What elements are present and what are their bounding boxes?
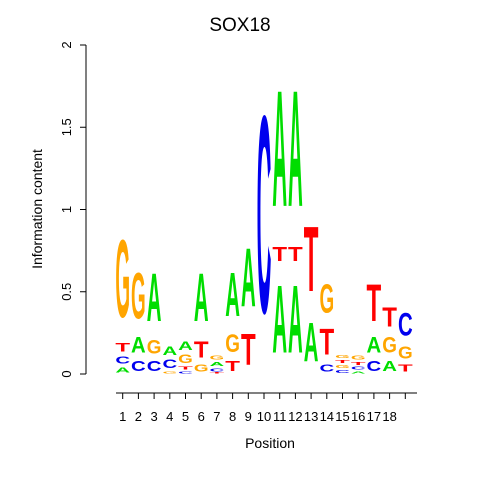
y-tick-label: 1 bbox=[59, 206, 74, 213]
logo-letter-t: T bbox=[367, 274, 382, 333]
logo-letter-g: G bbox=[351, 354, 366, 361]
logo-letter-a: A bbox=[351, 371, 366, 374]
logo-letter-t: T bbox=[272, 243, 287, 266]
x-tick-label: 4 bbox=[166, 409, 173, 424]
logo-letter-a: A bbox=[288, 57, 303, 242]
logo-letter-c: C bbox=[115, 355, 130, 366]
logo-letter-a: A bbox=[115, 366, 130, 374]
logo-letter-t: T bbox=[288, 243, 303, 266]
logo-letter-t: T bbox=[210, 372, 226, 374]
logo-letter-g: G bbox=[178, 353, 193, 366]
logo-letter-a: A bbox=[131, 334, 146, 358]
x-tick-label: 17 bbox=[367, 409, 381, 424]
x-tick-label: 16 bbox=[351, 409, 365, 424]
y-tick-label: 1.5 bbox=[59, 118, 74, 136]
x-tick-label: 15 bbox=[335, 409, 349, 424]
logo-letter-t: T bbox=[351, 361, 366, 366]
logo-letter-t: T bbox=[194, 337, 209, 364]
x-tick-label: 12 bbox=[288, 409, 302, 424]
x-tick-label: 14 bbox=[320, 409, 334, 424]
logo-letter-g: G bbox=[335, 354, 350, 359]
y-tick-label: 0 bbox=[59, 370, 74, 377]
y-axis-label: Information content bbox=[29, 149, 45, 269]
y-tick-label: 2 bbox=[59, 41, 74, 48]
logo-letter-c: C bbox=[178, 371, 193, 374]
logo-letter-c: C bbox=[319, 363, 334, 374]
logo-letter-a: A bbox=[288, 265, 303, 373]
logo-letter-g: G bbox=[335, 364, 350, 369]
logo-letter-g: G bbox=[225, 330, 240, 358]
logo-letter-a: A bbox=[194, 259, 209, 336]
logo-letter-g: G bbox=[210, 354, 225, 361]
y-tick-label: 0.5 bbox=[59, 283, 74, 301]
x-tick-label: 5 bbox=[182, 409, 189, 424]
logo-letter-g: G bbox=[147, 337, 162, 358]
logo-letter-t: T bbox=[241, 325, 256, 375]
logo-letter-g: G bbox=[398, 342, 413, 362]
x-tick-label: 6 bbox=[198, 409, 205, 424]
logo-letter-c: C bbox=[147, 358, 162, 375]
logo-letter-a: A bbox=[382, 358, 397, 375]
logo-letter-t: T bbox=[225, 358, 240, 374]
logo-letter-t: T bbox=[115, 342, 130, 355]
x-tick-label: 10 bbox=[257, 409, 271, 424]
logo-letter-t: T bbox=[398, 362, 414, 374]
logo-letter-t: T bbox=[319, 321, 334, 362]
logo-letter-a: A bbox=[241, 231, 256, 324]
logo-letter-g: G bbox=[131, 260, 146, 333]
x-axis: 1 2 3 4 5 6 7 8 9 10 11 12 13 14 15 16 17 18 bbox=[116, 392, 417, 424]
x-tick-label: 2 bbox=[135, 409, 142, 424]
x-tick-label: 18 bbox=[382, 409, 396, 424]
logo-letter-t: T bbox=[178, 366, 193, 371]
logo-letter-t: T bbox=[335, 359, 350, 364]
logo-letter-c: C bbox=[351, 366, 366, 371]
logo-letter-a: A bbox=[178, 339, 193, 352]
logo-letter-c: C bbox=[210, 368, 225, 373]
logo-letter-c: C bbox=[335, 369, 350, 374]
logo-letter-g: G bbox=[194, 363, 209, 374]
x-tick-label: 11 bbox=[273, 409, 287, 424]
x-tick-label: 3 bbox=[150, 409, 157, 424]
logo-letter-t: T bbox=[382, 301, 397, 333]
x-tick-label: 13 bbox=[304, 409, 318, 424]
chart-title: SOX18 bbox=[209, 15, 270, 36]
logo-letter-a: A bbox=[304, 311, 319, 373]
x-axis-label: Position bbox=[245, 435, 295, 451]
logo-letter-t: T bbox=[304, 209, 319, 312]
logo-letter-c: C bbox=[367, 358, 382, 375]
x-tick-label: 9 bbox=[245, 409, 252, 424]
logo-letter-a: A bbox=[272, 57, 287, 242]
logo-letter-g: G bbox=[382, 333, 397, 358]
y-axis: 0 0.5 1 1.5 2 bbox=[59, 41, 87, 378]
logo-letter-c: C bbox=[162, 358, 177, 371]
logo-letter-a: A bbox=[272, 265, 287, 373]
logo-letter-c: C bbox=[398, 307, 413, 343]
logo-letter-a: A bbox=[162, 344, 177, 357]
logo-letter-a: A bbox=[225, 260, 240, 330]
logo-letter-a: A bbox=[147, 259, 162, 336]
logo-letter-c: C bbox=[131, 358, 146, 375]
x-tick-label: 1 bbox=[119, 409, 126, 424]
logo-letter-a: A bbox=[367, 334, 382, 358]
logo-letter-a: A bbox=[210, 361, 225, 368]
x-tick-label: 7 bbox=[213, 409, 220, 424]
logo-letter-c: C bbox=[257, 58, 272, 373]
x-tick-label: 8 bbox=[229, 409, 236, 424]
logo-letter-g: G bbox=[162, 371, 177, 374]
logo-letter-g: G bbox=[115, 217, 130, 341]
logo-letter-g: G bbox=[319, 275, 334, 321]
